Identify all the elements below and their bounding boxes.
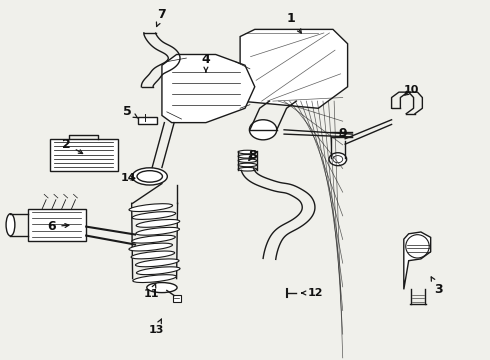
Ellipse shape	[132, 212, 176, 219]
Ellipse shape	[137, 171, 162, 182]
Text: 9: 9	[339, 127, 347, 140]
Ellipse shape	[238, 163, 257, 167]
Ellipse shape	[406, 235, 429, 258]
Circle shape	[249, 120, 277, 140]
Ellipse shape	[132, 235, 175, 243]
Polygon shape	[162, 54, 255, 123]
Ellipse shape	[238, 167, 257, 171]
Ellipse shape	[238, 154, 257, 158]
Polygon shape	[172, 296, 180, 302]
Ellipse shape	[132, 168, 167, 185]
Text: 12: 12	[302, 288, 323, 298]
Ellipse shape	[129, 204, 172, 212]
Text: 1: 1	[287, 12, 301, 33]
Ellipse shape	[131, 251, 174, 259]
Text: 5: 5	[123, 105, 138, 118]
Ellipse shape	[238, 150, 257, 154]
Ellipse shape	[147, 283, 177, 293]
Text: 2: 2	[62, 138, 83, 153]
Text: 6: 6	[48, 220, 69, 233]
Circle shape	[329, 153, 346, 166]
Polygon shape	[49, 139, 118, 171]
Ellipse shape	[129, 243, 172, 251]
Ellipse shape	[136, 228, 179, 235]
Ellipse shape	[133, 275, 176, 283]
Text: 10: 10	[403, 85, 419, 95]
Polygon shape	[404, 232, 431, 289]
Polygon shape	[27, 209, 86, 241]
Text: 3: 3	[431, 277, 442, 296]
Ellipse shape	[137, 267, 180, 275]
Circle shape	[333, 156, 343, 163]
Text: 8: 8	[248, 149, 257, 162]
Text: 4: 4	[201, 53, 210, 72]
Ellipse shape	[6, 214, 15, 236]
Ellipse shape	[135, 259, 179, 267]
Text: 13: 13	[148, 319, 164, 335]
Ellipse shape	[238, 159, 257, 162]
Text: 7: 7	[156, 8, 166, 27]
Text: 14: 14	[121, 173, 137, 183]
Polygon shape	[138, 117, 157, 125]
Ellipse shape	[136, 220, 180, 227]
Text: 11: 11	[144, 283, 159, 299]
Polygon shape	[240, 30, 347, 108]
